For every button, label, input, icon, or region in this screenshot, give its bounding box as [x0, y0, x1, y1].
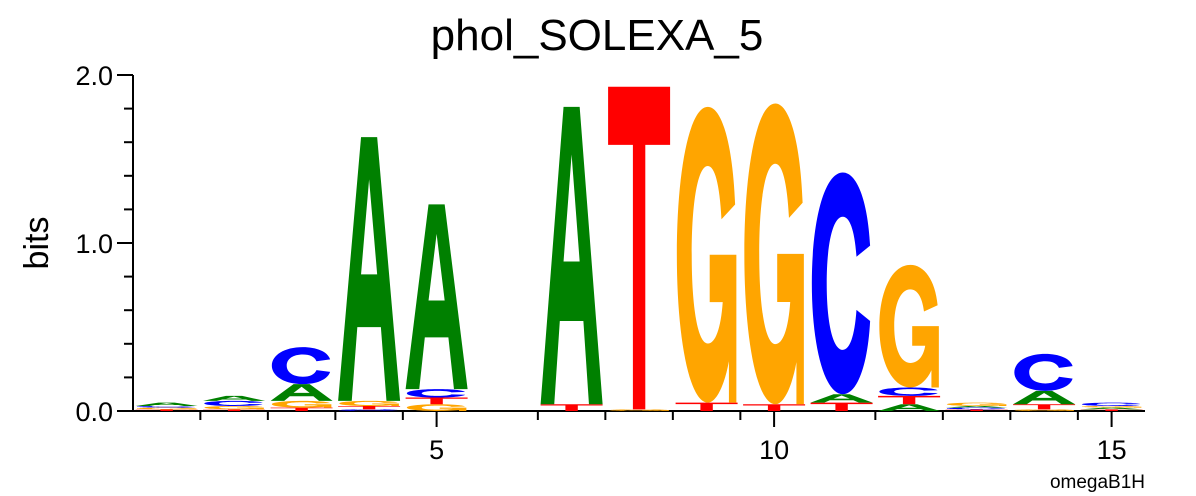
- letter-g: [339, 400, 399, 406]
- letter-t: [135, 409, 198, 411]
- logo-column: [405, 204, 468, 411]
- letter-g: [744, 103, 804, 405]
- letter-t: [675, 402, 738, 411]
- letter-a: [338, 137, 401, 401]
- letter-g: [406, 404, 467, 411]
- letter-a: [878, 404, 941, 411]
- x-tick-label: 15: [1097, 435, 1127, 465]
- logo-column: [1013, 353, 1076, 411]
- letter-t: [540, 404, 603, 411]
- letter-g: [609, 409, 669, 411]
- letter-a: [270, 384, 333, 401]
- letter-t: [1013, 404, 1076, 410]
- letter-c: [271, 347, 331, 385]
- logo-column: [270, 347, 333, 411]
- letter-c: [204, 400, 263, 406]
- letter-a: [810, 394, 873, 403]
- letter-t: [270, 407, 333, 411]
- chart-title: phol_SOLEXA_5: [431, 11, 764, 60]
- letter-c: [1014, 353, 1073, 391]
- letter-g: [136, 407, 197, 410]
- x-tick-label: 5: [429, 435, 444, 465]
- letter-t: [810, 402, 873, 411]
- letter-g: [879, 264, 939, 388]
- logo-stacks: [135, 86, 1143, 411]
- letter-a: [203, 395, 266, 401]
- y-tick-label: 1.0: [75, 229, 113, 259]
- x-axis: 5 10 15: [133, 410, 1145, 465]
- logo-column: [810, 172, 873, 411]
- letter-a: [405, 204, 468, 390]
- letter-t: [338, 405, 401, 410]
- y-axis-label: bits: [18, 217, 56, 270]
- letter-t: [608, 86, 671, 410]
- logo-column: [743, 103, 806, 411]
- letter-g: [1014, 409, 1074, 411]
- letter-c: [136, 405, 196, 408]
- letter-g: [946, 402, 1007, 406]
- letter-t: [878, 395, 941, 405]
- letter-a: [1013, 390, 1076, 405]
- letter-t: [1080, 409, 1143, 411]
- logo-column: [878, 264, 941, 411]
- letter-a: [1080, 407, 1143, 410]
- y-axis: 0.0 1.0 2.0: [75, 61, 134, 427]
- letter-a: [945, 405, 1008, 408]
- letter-g: [204, 405, 264, 410]
- logo-column: [675, 106, 738, 411]
- letter-c: [1081, 402, 1141, 406]
- letter-g: [271, 400, 332, 408]
- logo-column: [540, 106, 603, 411]
- logo-column: [945, 402, 1008, 411]
- footnote-label: omegaB1H: [1050, 472, 1145, 493]
- logo-column: [135, 402, 198, 411]
- letter-t: [945, 409, 1008, 411]
- y-tick-label: 2.0: [75, 61, 113, 91]
- letter-c: [406, 389, 466, 398]
- logo-column: [203, 395, 266, 411]
- letter-c: [339, 409, 398, 411]
- letter-t: [743, 404, 806, 411]
- y-tick-label: 0.0: [75, 397, 113, 427]
- letter-a: [540, 106, 603, 405]
- x-tick-label: 10: [759, 435, 789, 465]
- logo-column: [608, 86, 671, 411]
- letter-c: [946, 407, 1006, 410]
- letter-c: [879, 387, 938, 396]
- letter-c: [811, 172, 871, 395]
- letter-t: [405, 397, 468, 405]
- logo-column: [1080, 402, 1143, 411]
- letter-g: [1081, 405, 1142, 408]
- letter-g: [676, 106, 737, 403]
- letter-a: [135, 402, 198, 406]
- logo-column: [338, 137, 401, 411]
- letter-t: [203, 409, 266, 411]
